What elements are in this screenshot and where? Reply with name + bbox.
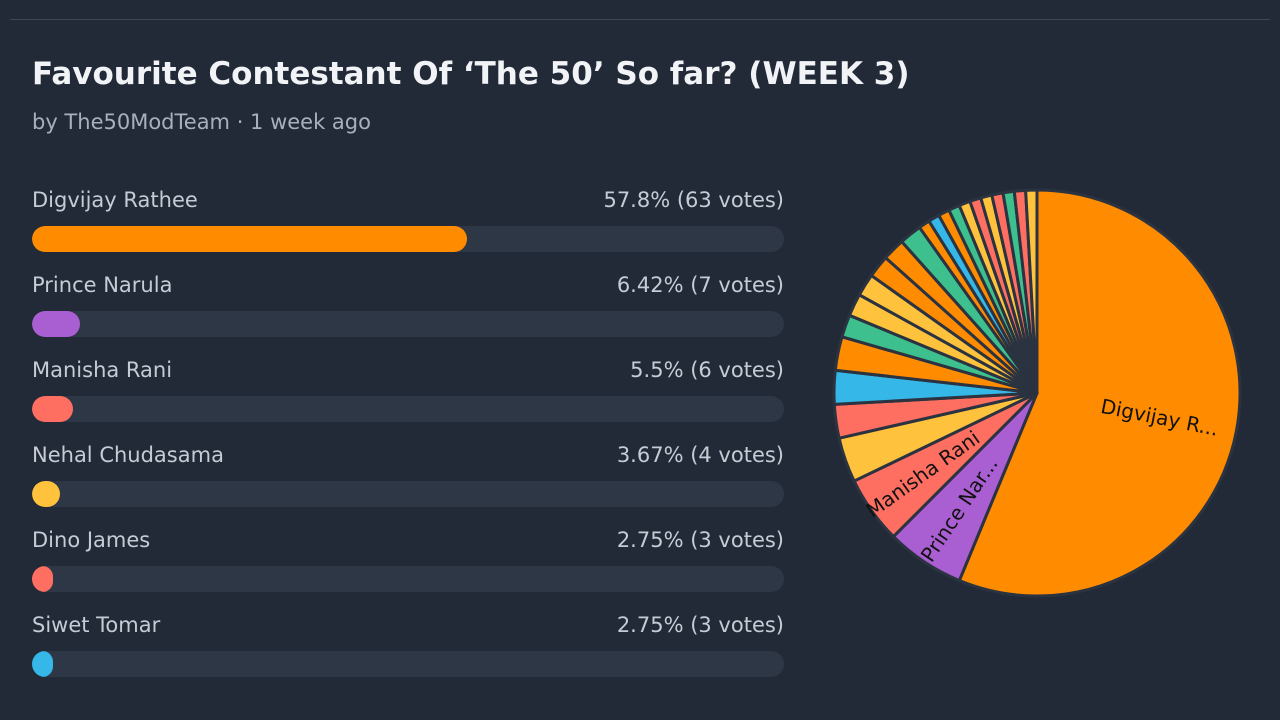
option-result: 2.75% (3 votes) — [616, 528, 784, 552]
top-divider — [10, 19, 1270, 20]
option-name: Siwet Tomar — [32, 613, 161, 637]
poll-option[interactable]: Manisha Rani 5.5% (6 votes) — [32, 358, 784, 426]
option-result: 2.75% (3 votes) — [616, 613, 784, 637]
option-bar-track — [32, 481, 784, 507]
poll-option[interactable]: Prince Narula 6.42% (7 votes) — [32, 273, 784, 341]
option-name: Manisha Rani — [32, 358, 173, 382]
pie-slice[interactable] — [957, 188, 1242, 598]
option-bar-fill — [32, 566, 53, 592]
option-name: Prince Narula — [32, 273, 173, 297]
option-bar-track — [32, 226, 784, 252]
option-bar-track — [32, 651, 784, 677]
option-bar-track — [32, 396, 784, 422]
poll-title: Favourite Contestant Of ‘The 50’ So far?… — [32, 56, 910, 92]
option-bar-fill — [32, 311, 81, 337]
poll-option[interactable]: Dino James 2.75% (3 votes) — [32, 528, 784, 596]
poll-option[interactable]: Digvijay Rathee 57.8% (63 votes) — [32, 188, 784, 256]
option-result: 5.5% (6 votes) — [630, 358, 784, 382]
option-bar-fill — [32, 396, 74, 422]
option-bar-track — [32, 311, 784, 337]
poll-option[interactable]: Siwet Tomar 2.75% (3 votes) — [32, 613, 784, 681]
poll-option[interactable]: Nehal Chudasama 3.67% (4 votes) — [32, 443, 784, 511]
results-pie-chart: Digvijay R... Prince Nar... Manisha Rani — [822, 178, 1252, 608]
option-name: Nehal Chudasama — [32, 443, 224, 467]
option-bar-track — [32, 566, 784, 592]
option-result: 3.67% (4 votes) — [616, 443, 784, 467]
option-name: Dino James — [32, 528, 151, 552]
option-result: 57.8% (63 votes) — [603, 188, 784, 212]
option-bar-fill — [32, 481, 60, 507]
pie-svg: Digvijay R...Prince Nar...Manisha Rani — [832, 188, 1242, 598]
option-name: Digvijay Rathee — [32, 188, 198, 212]
pie-slice[interactable] — [1024, 188, 1039, 395]
option-result: 6.42% (7 votes) — [616, 273, 784, 297]
poll-meta: by The50ModTeam · 1 week ago — [32, 110, 371, 134]
option-bar-fill — [32, 651, 53, 677]
option-bar-fill — [32, 226, 467, 252]
